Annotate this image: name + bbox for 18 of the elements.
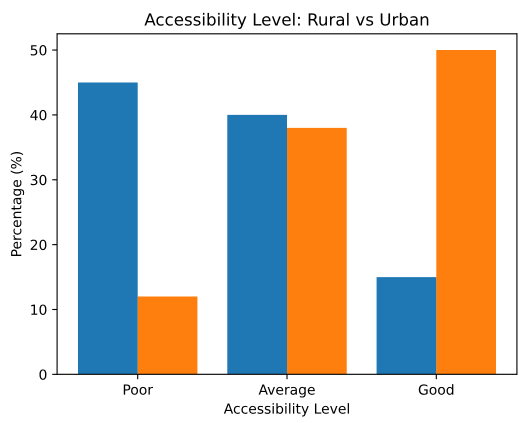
x-axis-title: Accessibility Level bbox=[224, 403, 349, 417]
chart-title: Accessibility Level: Rural vs Urban bbox=[144, 12, 428, 29]
bar bbox=[227, 114, 288, 374]
y-tick-label: 10 bbox=[31, 304, 46, 315]
bar bbox=[78, 82, 138, 374]
bar bbox=[436, 50, 496, 374]
y-tick-label: 30 bbox=[30, 174, 46, 186]
y-tick-label: 0 bbox=[39, 369, 46, 380]
y-tick-label: 50 bbox=[30, 45, 46, 56]
x-tick-label: Good bbox=[418, 384, 454, 395]
y-tick-label: 40 bbox=[30, 110, 46, 120]
x-tick-label: Poor bbox=[124, 384, 153, 395]
bar bbox=[376, 277, 436, 374]
bar bbox=[287, 128, 347, 374]
y-tick-label: 20 bbox=[30, 240, 46, 250]
x-tick-label: Average bbox=[258, 384, 315, 398]
bar bbox=[138, 296, 198, 374]
y-axis-title: Percentage (%) bbox=[10, 152, 24, 256]
